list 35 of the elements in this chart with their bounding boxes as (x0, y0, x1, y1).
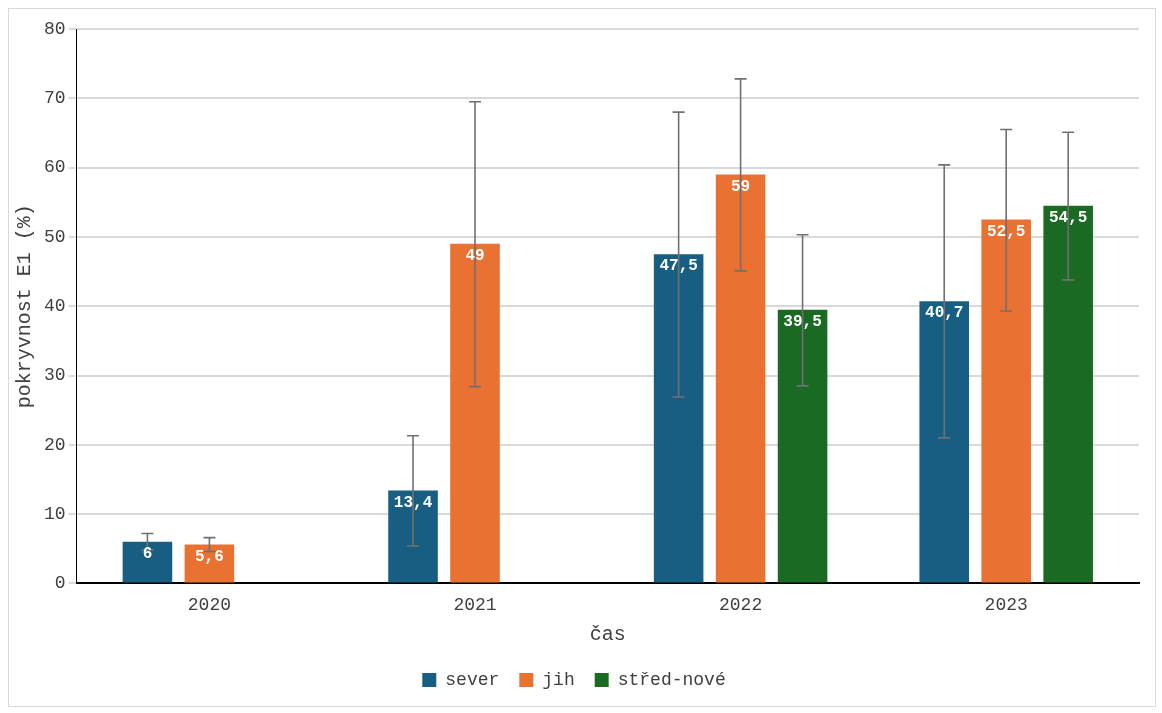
data-label: 13,4 (393, 493, 433, 512)
bar (1043, 205, 1093, 583)
bar (981, 219, 1031, 583)
x-tick-label: 2023 (984, 594, 1028, 615)
legend-label: střed-nové (617, 669, 726, 690)
bar (653, 254, 704, 583)
data-label: 54,5 (1048, 208, 1088, 227)
data-label: 39,5 (783, 312, 822, 331)
data-label: 49 (465, 246, 485, 265)
x-tick-label: 2020 (187, 594, 232, 615)
x-tick-label: 2021 (453, 594, 497, 615)
y-tick-label: 10 (43, 503, 66, 524)
y-tick-label: 50 (43, 226, 66, 247)
bar (450, 243, 500, 583)
bar (388, 490, 438, 583)
data-label: 5,6 (195, 547, 224, 566)
y-tick-label: 20 (43, 434, 66, 455)
bar (122, 541, 173, 583)
x-tick-label: 2022 (718, 594, 763, 615)
y-tick-label: 40 (43, 295, 66, 316)
bar (715, 174, 766, 583)
bar (919, 301, 970, 583)
legend-label: sever (445, 669, 500, 690)
x-axis-title: čas (589, 623, 626, 647)
y-axis-title: pokryvnost E1 (%) (13, 204, 37, 409)
legend-label: jih (542, 669, 575, 690)
y-tick-label: 70 (43, 88, 66, 109)
data-label: 47,5 (659, 257, 698, 276)
data-label: 6 (142, 544, 153, 563)
y-tick-label: 30 (43, 365, 66, 386)
y-tick-label: 80 (43, 18, 66, 39)
bar (777, 309, 828, 583)
data-label: 40,7 (925, 304, 964, 323)
y-tick-label: 60 (43, 157, 66, 178)
y-tick-label: 0 (54, 573, 66, 594)
